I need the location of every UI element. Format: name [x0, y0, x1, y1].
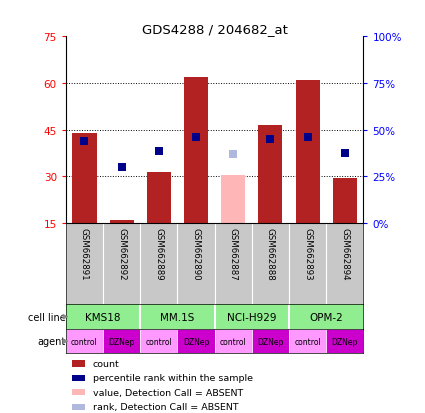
Bar [178, 329, 215, 354]
Text: DZNep: DZNep [183, 337, 209, 346]
Text: value, Detection Call = ABSENT: value, Detection Call = ABSENT [93, 388, 243, 397]
Bar [72, 361, 85, 367]
Bar [147, 172, 171, 223]
Text: GSM662894: GSM662894 [340, 228, 349, 280]
Bar [252, 329, 289, 354]
Bar [103, 329, 140, 354]
Bar [110, 221, 134, 223]
Bar [258, 126, 283, 223]
Text: GSM662888: GSM662888 [266, 228, 275, 280]
Point [341, 150, 348, 157]
Text: KMS18: KMS18 [85, 312, 121, 322]
Title: GDS4288 / 204682_at: GDS4288 / 204682_at [142, 23, 288, 36]
Text: DZNep: DZNep [332, 337, 358, 346]
Point [156, 148, 162, 155]
Point [230, 151, 237, 158]
Text: control: control [71, 337, 98, 346]
Bar [140, 329, 178, 354]
Point [118, 164, 125, 171]
Text: GSM662890: GSM662890 [192, 228, 201, 280]
Text: GSM662889: GSM662889 [154, 228, 163, 280]
Text: GSM662892: GSM662892 [117, 228, 126, 280]
Text: rank, Detection Call = ABSENT: rank, Detection Call = ABSENT [93, 402, 238, 411]
Bar [66, 329, 103, 354]
Bar [333, 178, 357, 223]
Text: control: control [220, 337, 246, 346]
Bar [221, 175, 245, 223]
Bar [184, 78, 208, 223]
Text: agent: agent [38, 337, 66, 347]
Text: control: control [145, 337, 172, 346]
Bar [326, 329, 363, 354]
Text: GSM662893: GSM662893 [303, 228, 312, 280]
Bar [72, 375, 85, 381]
Text: DZNep: DZNep [257, 337, 283, 346]
Text: control: control [294, 337, 321, 346]
Point [267, 136, 274, 143]
Text: MM.1S: MM.1S [160, 312, 195, 322]
Bar [72, 133, 96, 223]
Text: DZNep: DZNep [108, 337, 135, 346]
Text: cell line: cell line [28, 312, 66, 322]
Text: count: count [93, 359, 119, 368]
Text: GSM662887: GSM662887 [229, 228, 238, 280]
Text: GSM662891: GSM662891 [80, 228, 89, 280]
Bar [72, 404, 85, 410]
Text: percentile rank within the sample: percentile rank within the sample [93, 373, 252, 382]
Point [304, 134, 311, 141]
Bar [215, 329, 252, 354]
Bar [289, 329, 326, 354]
Text: OPM-2: OPM-2 [309, 312, 343, 322]
Bar [72, 389, 85, 395]
Point [81, 138, 88, 145]
Point [193, 134, 199, 141]
Text: NCI-H929: NCI-H929 [227, 312, 277, 322]
Bar [295, 81, 320, 223]
